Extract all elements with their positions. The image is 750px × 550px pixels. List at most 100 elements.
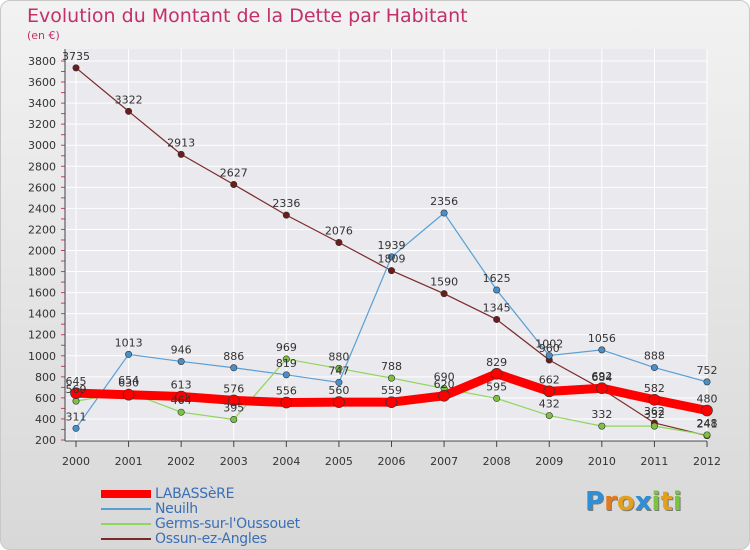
data-label: 311	[66, 410, 87, 423]
data-label: 395	[223, 401, 244, 414]
data-point	[387, 374, 395, 382]
data-label: 969	[276, 341, 297, 354]
data-label: 480	[697, 393, 718, 406]
legend-label: Neuilh	[155, 501, 198, 517]
proxiti-logo: Proxiti	[585, 487, 682, 517]
y-tick-label: 2200	[28, 223, 56, 236]
data-label: 332	[591, 408, 612, 421]
logo-letter: r	[604, 487, 617, 517]
y-tick-label: 3600	[28, 76, 56, 89]
y-tick-label: 3000	[28, 139, 56, 152]
data-label: 829	[486, 356, 507, 369]
data-label: 630	[118, 377, 139, 390]
data-label: 1002	[535, 338, 563, 351]
data-point	[230, 364, 238, 372]
data-label: 960	[539, 342, 560, 355]
data-label: 886	[223, 350, 244, 363]
data-label: 620	[434, 378, 455, 391]
x-tick-label: 2006	[378, 455, 406, 468]
y-tick-label: 2600	[28, 181, 56, 194]
data-label: 464	[171, 394, 192, 407]
data-label: 560	[328, 384, 349, 397]
data-label: 692	[591, 370, 612, 383]
data-label: 1809	[378, 253, 406, 266]
data-point	[125, 107, 133, 115]
data-label: 241	[697, 418, 718, 431]
data-point	[333, 396, 345, 408]
data-label: 432	[539, 398, 560, 411]
y-tick-label: 3200	[28, 118, 56, 131]
data-label: 559	[381, 384, 402, 397]
data-point	[335, 378, 343, 386]
logo-letter: P	[585, 487, 605, 517]
y-tick-label: 2000	[28, 245, 56, 258]
data-point	[70, 387, 82, 399]
data-label: 946	[171, 343, 192, 356]
data-label: 1625	[483, 272, 511, 285]
data-label: 788	[381, 360, 402, 373]
y-tick-label: 1800	[28, 266, 56, 279]
x-tick-label: 2001	[115, 455, 143, 468]
y-tick-label: 2400	[28, 202, 56, 215]
data-point	[175, 390, 187, 403]
x-tick-label: 2002	[167, 455, 195, 468]
data-label: 576	[223, 382, 244, 395]
data-label: 747	[328, 364, 349, 377]
data-label: 2627	[220, 166, 248, 179]
data-point	[125, 350, 133, 358]
data-point	[72, 424, 80, 432]
data-point	[598, 422, 606, 430]
data-label: 819	[276, 357, 297, 370]
data-label: 1345	[483, 301, 511, 314]
data-point	[282, 211, 290, 219]
x-tick-label: 2007	[430, 455, 458, 468]
data-label: 752	[697, 364, 718, 377]
data-point	[335, 238, 343, 246]
data-point	[545, 352, 553, 360]
data-point	[227, 394, 240, 407]
chart-title: Evolution du Montant de la Dette par Hab…	[27, 5, 468, 27]
data-point	[387, 253, 395, 261]
data-point	[177, 150, 185, 158]
data-label: 582	[644, 382, 665, 395]
data-label: 1013	[115, 336, 143, 349]
data-label: 888	[644, 350, 665, 363]
data-point	[545, 412, 553, 420]
data-point	[177, 357, 185, 365]
x-tick-label: 2012	[693, 455, 721, 468]
data-label: 613	[171, 379, 192, 392]
logo-letter: i	[672, 487, 682, 517]
data-label: 1590	[430, 276, 458, 289]
data-label: 690	[434, 370, 455, 383]
data-label: 880	[328, 350, 349, 363]
data-label: 3322	[115, 93, 143, 106]
x-tick-label: 2000	[62, 455, 90, 468]
x-tick-label: 2004	[272, 455, 300, 468]
data-label: 2913	[167, 136, 195, 149]
y-tick-label: 400	[35, 413, 56, 426]
data-point	[440, 290, 448, 298]
data-point	[650, 364, 658, 372]
legend-swatch	[101, 508, 151, 510]
data-label: 569	[66, 383, 87, 396]
legend-label: Ossun-ez-Angles	[155, 531, 267, 547]
data-point	[282, 371, 290, 379]
plot-area	[65, 49, 707, 441]
data-point	[440, 209, 448, 217]
x-tick-label: 2005	[325, 455, 353, 468]
data-point	[387, 267, 395, 275]
data-point	[177, 408, 185, 416]
x-tick-label: 2010	[588, 455, 616, 468]
data-label: 662	[539, 373, 560, 386]
data-point	[701, 404, 713, 417]
logo-letter: o	[616, 487, 635, 517]
y-tick-label: 600	[35, 392, 56, 405]
data-label: 3735	[62, 50, 90, 63]
y-tick-label: 3400	[28, 97, 56, 110]
data-point	[385, 396, 398, 409]
legend-swatch	[101, 523, 151, 525]
data-label: 2076	[325, 224, 353, 237]
data-label: 2356	[430, 195, 458, 208]
